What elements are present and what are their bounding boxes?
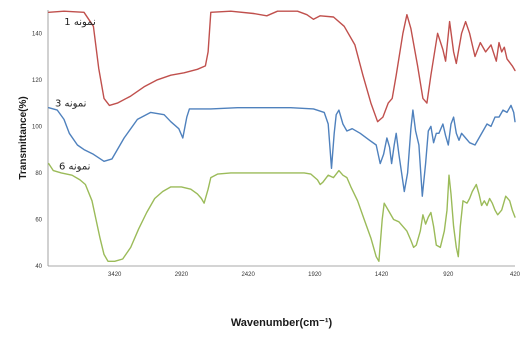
y-tick-labels: 40 60 80 100 120 140 — [32, 31, 43, 270]
series-line-1 — [48, 10, 516, 123]
series-label-2: نمونه 3 — [55, 99, 86, 110]
series-line-2 — [48, 104, 516, 197]
y-tick-label: 40 — [35, 264, 42, 270]
series-lines — [48, 10, 516, 262]
x-tick-label: 3420 — [108, 272, 122, 278]
x-tick-label: 1920 — [308, 272, 322, 278]
x-tick-label: 420 — [510, 272, 521, 278]
y-tick-label: 100 — [32, 124, 43, 130]
x-tick-label: 920 — [443, 272, 454, 278]
series-labels: نمونه 1 نمونه 3 نمونه 6 — [55, 17, 96, 172]
axes — [47, 10, 515, 267]
y-axis-title: Transmittance(%) — [18, 96, 29, 179]
x-tick-label: 1420 — [375, 272, 389, 278]
series-label-1: نمونه 1 — [64, 17, 95, 28]
y-tick-label: 120 — [32, 78, 43, 84]
y-tick-label: 80 — [35, 171, 42, 177]
x-axis-title: Wavenumber(cm⁻¹) — [231, 317, 333, 329]
x-tick-label: 2920 — [175, 272, 189, 278]
y-tick-label: 140 — [32, 31, 43, 37]
series-label-3: نمونه 6 — [59, 161, 90, 172]
y-tick-label: 60 — [35, 217, 42, 223]
series-line-3 — [48, 162, 516, 262]
x-tick-labels: 3420 2920 2420 1920 1420 920 420 — [108, 272, 521, 278]
x-tick-label: 2420 — [241, 272, 255, 278]
